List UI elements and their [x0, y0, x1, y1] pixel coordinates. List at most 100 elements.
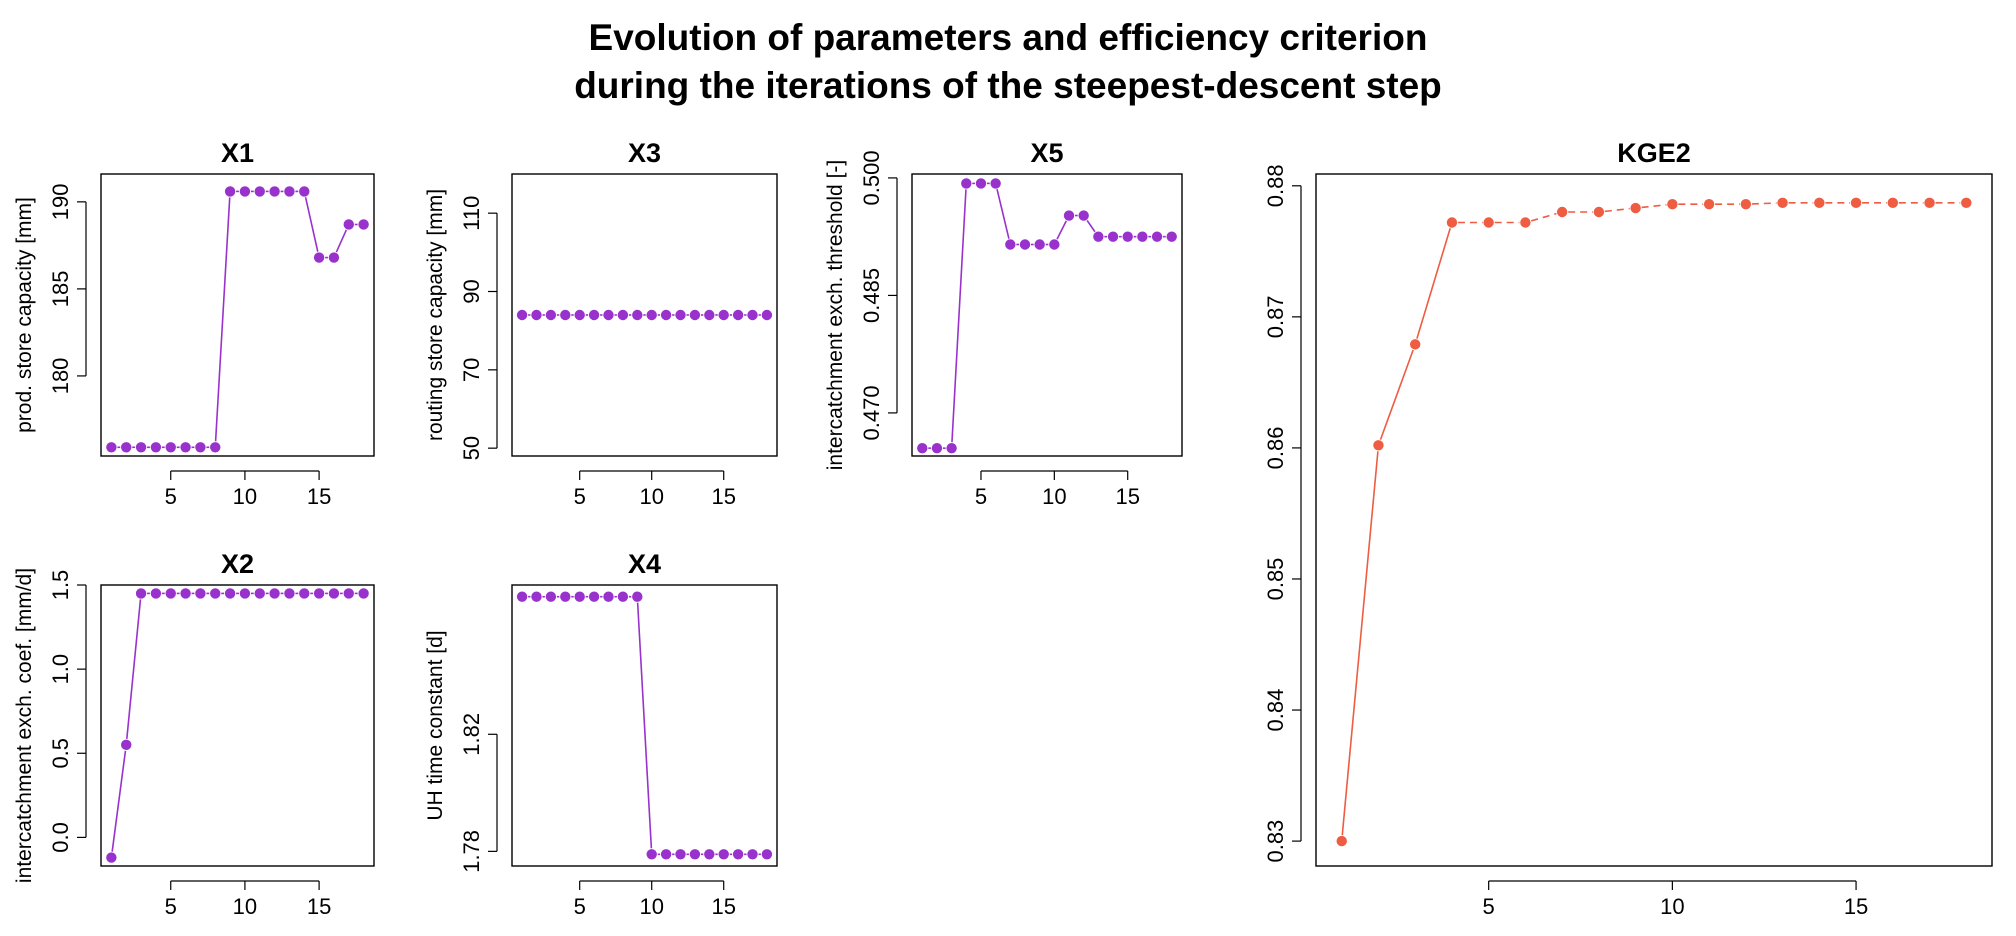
y-tick-label: 1.78: [459, 830, 484, 873]
series-segment: [996, 189, 1010, 239]
data-point: [732, 309, 744, 321]
data-point: [135, 442, 147, 453]
y-axis-label: prod. store capacity [mm]: [13, 197, 36, 433]
figure-title: Evolution of parameters and efficiency c…: [0, 14, 2016, 110]
panel-title: X2: [221, 549, 254, 579]
data-point: [704, 849, 715, 860]
data-point: [195, 442, 206, 453]
x-tick-label: 5: [165, 484, 177, 509]
data-point: [224, 186, 236, 197]
data-point: [1814, 197, 1825, 209]
data-point: [1005, 239, 1016, 250]
y-tick-label: 190: [48, 183, 73, 220]
plot-frame: [911, 173, 1183, 457]
series-segment: [636, 602, 653, 849]
data-point: [1703, 198, 1715, 210]
data-point: [689, 849, 701, 860]
panel-x4: X4 5 10 15 1.78 1.82 UH time constant [d]: [424, 549, 778, 919]
x-tick-label: 5: [165, 894, 177, 919]
panel-title: X3: [628, 138, 661, 168]
series-segment: [1604, 207, 1630, 213]
data-point: [545, 309, 557, 321]
data-point: [660, 849, 672, 860]
data-point: [675, 309, 686, 321]
data-point: [269, 588, 280, 599]
data-point: [1137, 231, 1148, 242]
data-point: [1049, 239, 1060, 250]
data-point: [574, 309, 585, 321]
data-point: [106, 442, 117, 453]
data-point: [1093, 231, 1104, 242]
data-point: [239, 186, 251, 197]
data-point: [718, 309, 729, 321]
data-point: [121, 739, 132, 751]
data-point: [1777, 197, 1788, 209]
panel-kge2: KGE2 5 10 15 0.83 0.84 0.85 0.86 0.87 0.88: [1263, 138, 1993, 919]
data-point: [603, 591, 614, 602]
y-tick-label: 0.84: [1263, 689, 1288, 732]
data-point: [284, 588, 295, 599]
data-point: [675, 849, 686, 860]
data-point: [1446, 217, 1458, 228]
data-point: [1336, 835, 1347, 847]
data-point: [343, 219, 354, 230]
data-point: [284, 186, 295, 197]
data-point: [761, 849, 773, 860]
data-point: [1409, 339, 1421, 350]
y-tick-label: 90: [459, 279, 484, 303]
data-point: [603, 309, 614, 321]
series-segment: [1086, 219, 1096, 233]
x-tick-label: 15: [307, 894, 331, 919]
data-point: [299, 588, 310, 599]
panel-title: X5: [1030, 138, 1063, 168]
data-point: [588, 591, 600, 602]
data-point: [946, 442, 957, 454]
panel-x3: X3 5 10 15 50 70 90 110 routing store capacity […: [424, 138, 778, 509]
data-point: [1887, 197, 1899, 209]
data-point: [732, 849, 744, 860]
data-point: [531, 309, 542, 321]
data-point: [516, 309, 528, 321]
data-point: [343, 588, 354, 599]
y-axis-label: intercatchment exch. threshold [-]: [824, 160, 847, 470]
data-point: [747, 309, 758, 321]
data-point: [1924, 197, 1935, 209]
data-point: [358, 219, 369, 230]
panel-title: KGE2: [1617, 138, 1691, 168]
series-segment: [304, 197, 319, 252]
data-point: [106, 852, 117, 863]
data-point: [646, 849, 657, 860]
data-point: [210, 442, 221, 453]
data-point: [975, 178, 987, 189]
y-tick-label: 0.500: [859, 150, 884, 205]
y-tick-label: 0.85: [1263, 558, 1288, 601]
panel-x1: X1 5 10 15 180 185 190 prod. store capacity [mm…: [13, 138, 375, 509]
series-segment: [1341, 451, 1379, 836]
panel-x5: X5 5 10 15 0.470 0.485 0.500 intercatchment exc…: [824, 138, 1183, 509]
data-point: [358, 588, 369, 599]
data-point: [180, 442, 191, 453]
data-point: [917, 442, 928, 454]
data-point: [545, 591, 557, 602]
data-point: [1740, 198, 1752, 210]
data-point: [1373, 440, 1384, 451]
data-point: [165, 588, 176, 599]
data-point: [1107, 231, 1119, 242]
plot-frame: [100, 584, 375, 867]
data-point: [150, 588, 162, 599]
data-point: [180, 588, 191, 599]
data-point: [646, 309, 657, 321]
data-point: [516, 591, 528, 602]
data-point: [660, 309, 672, 321]
data-point: [1520, 217, 1531, 228]
data-point: [1122, 231, 1133, 242]
y-axis-label: intercatchment exch. coef. [mm/d]: [13, 568, 36, 883]
data-point: [1593, 206, 1605, 218]
y-tick-label: 0.83: [1263, 820, 1288, 863]
data-point: [1483, 217, 1494, 228]
data-point: [1667, 198, 1678, 210]
x-tick-label: 15: [1115, 484, 1139, 509]
y-tick-label: 1.82: [459, 713, 484, 756]
data-point: [689, 309, 701, 321]
data-point: [1556, 206, 1568, 218]
